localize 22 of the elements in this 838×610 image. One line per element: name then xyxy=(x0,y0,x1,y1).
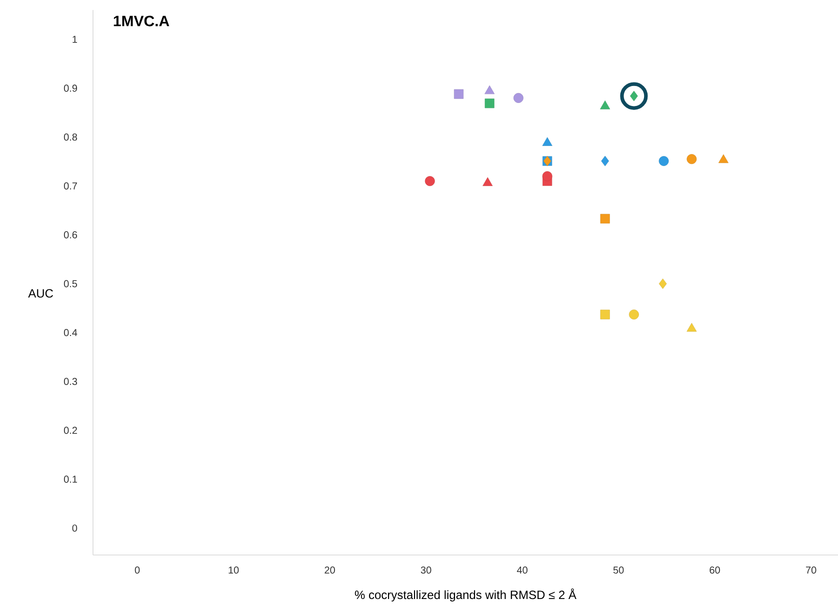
x-tick-label: 40 xyxy=(516,566,528,574)
x-tick-label: 20 xyxy=(324,566,335,574)
y-tick-label: 0.1 xyxy=(64,476,77,483)
y-tick-label: 0.6 xyxy=(64,231,78,238)
y-tick-label: 0 xyxy=(72,524,78,532)
y-tick-label: 0.5 xyxy=(64,280,78,288)
y-tick-label: 0.9 xyxy=(64,84,78,92)
y-tick-label: 1 xyxy=(72,36,77,43)
y-tick-label: 0.8 xyxy=(64,134,78,141)
x-tick-label: 30 xyxy=(420,566,432,574)
x-tick-label: 0 xyxy=(134,566,140,574)
y-tick-label: 0.4 xyxy=(64,329,78,336)
y-axis-title: AUC xyxy=(28,289,54,298)
y-tick-label: 0.2 xyxy=(64,426,77,434)
y-tick-label: 0.3 xyxy=(64,378,78,386)
x-tick-label: 70 xyxy=(806,566,816,574)
x-axis-title: % cocrystallized ligands with RMSD ≤ 2 Å xyxy=(354,588,576,602)
x-tick-label: 60 xyxy=(710,566,720,574)
y-tick-label: 0.7 xyxy=(64,182,77,190)
x-tick-label: 10 xyxy=(228,566,239,574)
x-tick-label: 50 xyxy=(613,566,624,574)
chart-title: 1MVC.A xyxy=(114,16,170,26)
